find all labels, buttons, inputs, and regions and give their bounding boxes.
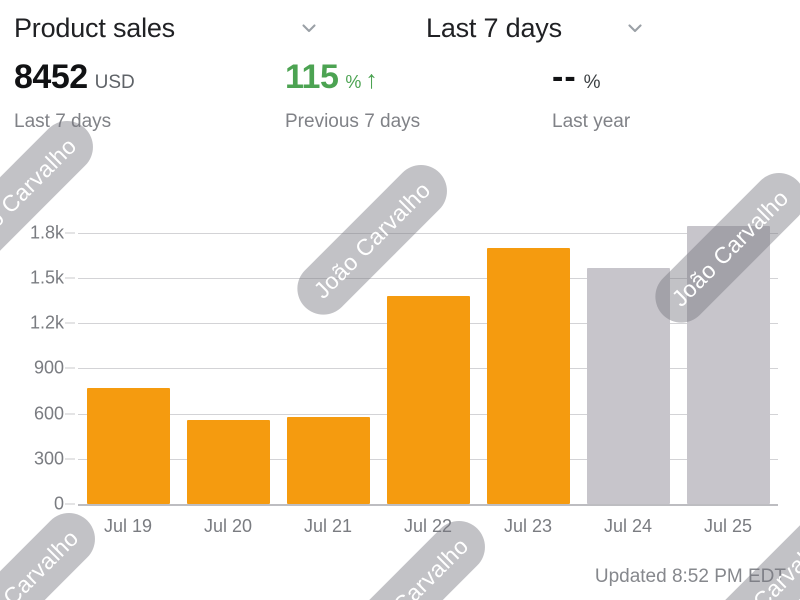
chart-bar[interactable] (686, 226, 770, 504)
stat-value: 8452 (14, 58, 88, 96)
stat-total-sales: 8452 USD Last 7 days (14, 60, 135, 131)
updated-timestamp: Updated 8:52 PM EDT (594, 566, 786, 587)
date-range-select-label: Last 7 days (426, 12, 562, 43)
y-axis-label: 0 (53, 493, 64, 514)
date-range-select[interactable]: Last 7 days (330, 0, 650, 56)
header-bar: Product sales Last 7 days (0, 0, 800, 56)
y-axis-label: 1.8k (29, 222, 64, 243)
summary-stats: 8452 USD Last 7 days 115 % ↑ Previous 7 … (0, 60, 800, 142)
chart-bar[interactable] (286, 417, 370, 504)
y-axis-label: 900 (33, 357, 64, 378)
chevron-down-icon[interactable] (298, 17, 320, 39)
stat-value: 115 (285, 58, 339, 96)
stat-unit: % (345, 72, 362, 92)
x-axis-label: Jul 23 (503, 516, 553, 536)
chevron-down-icon[interactable] (624, 17, 646, 39)
stat-unit: USD (94, 72, 135, 93)
y-axis-tick-mark (65, 503, 75, 505)
y-axis-label: 600 (33, 403, 64, 424)
y-axis-label: 1.5k (29, 267, 64, 288)
chart-bar[interactable] (86, 387, 170, 504)
x-axis-label: Jul 21 (303, 516, 353, 536)
x-axis-line (78, 504, 778, 506)
chart-bar[interactable] (386, 296, 470, 504)
trend-up-icon: ↑ (365, 66, 378, 94)
x-axis-label: Jul 25 (703, 516, 753, 536)
y-axis-tick-mark (65, 367, 75, 369)
x-axis-label: Jul 24 (603, 516, 653, 536)
x-axis-label: Jul 22 (403, 516, 453, 536)
x-axis-label: Jul 19 (103, 516, 153, 536)
stat-main-line: 8452 USD (14, 60, 135, 104)
gridline (78, 232, 778, 234)
chart-bar[interactable] (486, 247, 570, 504)
metric-select[interactable]: Product sales (14, 0, 324, 56)
chart-bar[interactable] (186, 420, 270, 504)
y-axis-tick-mark (65, 413, 75, 415)
y-axis-tick-mark (65, 277, 75, 279)
x-axis-label: Jul 20 (203, 516, 253, 536)
y-axis-label: 300 (33, 448, 64, 469)
stat-sublabel: Last 7 days (14, 111, 112, 132)
stat-value: -- (552, 58, 577, 96)
stat-main-line: -- % (552, 60, 630, 104)
stat-sublabel: Last year (552, 111, 631, 132)
sales-bar-chart: 0 300 600 900 1.2k 1.5k 1.8k Jul 19 Jul 20 Jul 21… (0, 150, 800, 550)
metric-select-label: Product sales (14, 12, 175, 43)
y-axis-label: 1.2k (29, 312, 64, 333)
stat-sublabel: Previous 7 days (285, 111, 421, 132)
stat-previous-period: 115 % ↑ Previous 7 days (285, 60, 420, 131)
stat-unit: % (583, 72, 601, 93)
y-axis-tick-mark (65, 322, 75, 324)
stat-last-year: -- % Last year (552, 60, 630, 131)
chart-plot-area: 0 300 600 900 1.2k 1.5k 1.8k Jul 19 Jul 20 Jul 21… (30, 210, 778, 536)
stat-main-line: 115 % ↑ (285, 60, 420, 104)
y-axis-tick-mark (65, 232, 75, 234)
y-axis-tick-mark (65, 458, 75, 460)
chart-bar[interactable] (586, 268, 670, 504)
gridline (78, 277, 778, 279)
